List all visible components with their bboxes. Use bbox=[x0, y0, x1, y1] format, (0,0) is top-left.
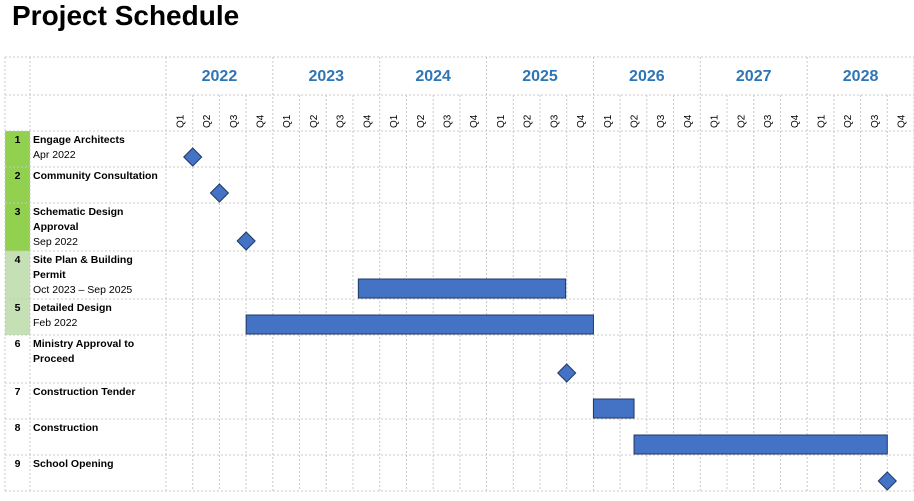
year-label: 2022 bbox=[202, 68, 238, 85]
milestone bbox=[557, 363, 577, 383]
task-bar bbox=[592, 398, 635, 419]
quarter-label: Q2 bbox=[523, 114, 534, 128]
task-bar bbox=[357, 278, 567, 299]
task-name: Community Consultation bbox=[33, 170, 158, 182]
quarter-label: Q4 bbox=[683, 114, 694, 128]
task-cell: Community Consultation bbox=[33, 167, 166, 184]
quarter-label: Q2 bbox=[630, 114, 641, 128]
task-number: 6 bbox=[14, 338, 21, 350]
task-name: Engage Architects bbox=[33, 134, 125, 146]
milestone bbox=[209, 183, 230, 203]
task-number: 1 bbox=[14, 134, 21, 146]
task-number: 2 bbox=[14, 170, 21, 182]
quarter-label: Q4 bbox=[362, 114, 373, 128]
chart-title: Project Schedule bbox=[12, 0, 240, 31]
task-cell: Construction Tender bbox=[33, 383, 166, 400]
task-number: 5 bbox=[14, 302, 21, 314]
year-label: 2028 bbox=[843, 68, 879, 85]
task-name: Construction Tender bbox=[33, 386, 136, 398]
quarter-label: Q1 bbox=[282, 114, 293, 128]
quarter-label: Q1 bbox=[710, 114, 721, 128]
quarter-label: Q1 bbox=[389, 114, 400, 128]
milestone bbox=[877, 471, 897, 491]
status-cell bbox=[5, 299, 30, 335]
quarter-label: Q4 bbox=[256, 114, 267, 128]
task-bar bbox=[633, 434, 888, 455]
year-label: 2025 bbox=[522, 68, 558, 85]
quarter-label: Q4 bbox=[790, 114, 801, 128]
task-bar bbox=[245, 314, 594, 335]
task-number: 3 bbox=[14, 206, 21, 218]
quarter-label: Q3 bbox=[549, 114, 560, 128]
task-name: Ministry Approval to Proceed bbox=[33, 338, 135, 365]
status-cell bbox=[5, 131, 30, 167]
quarter-label: Q3 bbox=[656, 114, 667, 128]
task-cell: Detailed Design Feb 2022 bbox=[33, 299, 166, 331]
task-number: 4 bbox=[14, 254, 21, 266]
quarter-label: Q1 bbox=[175, 114, 186, 128]
task-name: Detailed Design bbox=[33, 302, 112, 314]
quarter-label: Q2 bbox=[202, 114, 213, 128]
status-cell bbox=[5, 251, 30, 299]
task-cell: Site Plan & Building Permit Oct 2023 – Se… bbox=[33, 251, 166, 298]
status-cell bbox=[5, 203, 30, 251]
milestone bbox=[183, 147, 203, 167]
quarter-label: Q4 bbox=[897, 114, 908, 128]
quarter-label: Q4 bbox=[469, 114, 480, 128]
year-label: 2024 bbox=[415, 68, 451, 85]
quarter-label: Q3 bbox=[763, 114, 774, 128]
task-date: Feb 2022 bbox=[33, 317, 78, 329]
quarter-label: Q3 bbox=[336, 114, 347, 128]
task-date: Sep 2022 bbox=[33, 236, 78, 248]
task-number: 8 bbox=[14, 422, 21, 434]
task-date: Apr 2022 bbox=[33, 149, 76, 161]
quarter-label: Q1 bbox=[496, 114, 507, 128]
quarter-label: Q2 bbox=[416, 114, 427, 128]
task-name: School Opening bbox=[33, 458, 114, 470]
milestone bbox=[236, 231, 256, 251]
quarter-label: Q3 bbox=[870, 114, 881, 128]
task-number: 9 bbox=[14, 458, 21, 470]
quarter-label: Q4 bbox=[576, 114, 587, 128]
task-cell: Schematic Design Approval Sep 2022 bbox=[33, 203, 166, 250]
year-label: 2026 bbox=[629, 68, 665, 85]
quarter-label: Q3 bbox=[229, 114, 240, 128]
task-date: Oct 2023 – Sep 2025 bbox=[33, 284, 133, 296]
year-label: 2023 bbox=[308, 68, 344, 85]
quarter-label: Q2 bbox=[736, 114, 747, 128]
task-name: Site Plan & Building Permit bbox=[33, 254, 133, 281]
task-number: 7 bbox=[14, 386, 21, 398]
quarter-label: Q2 bbox=[309, 114, 320, 128]
quarter-label: Q1 bbox=[817, 114, 828, 128]
task-cell: Construction bbox=[33, 419, 166, 436]
task-name: Construction bbox=[33, 422, 99, 434]
quarter-label: Q1 bbox=[603, 114, 614, 128]
status-cell bbox=[5, 167, 30, 203]
task-cell: School Opening bbox=[33, 455, 166, 472]
year-label: 2027 bbox=[736, 68, 772, 85]
task-cell: Ministry Approval to Proceed bbox=[33, 335, 166, 367]
quarter-label: Q2 bbox=[843, 114, 854, 128]
task-name: Schematic Design Approval bbox=[33, 206, 124, 233]
quarter-label: Q3 bbox=[443, 114, 454, 128]
task-cell: Engage Architects Apr 2022 bbox=[33, 131, 166, 163]
